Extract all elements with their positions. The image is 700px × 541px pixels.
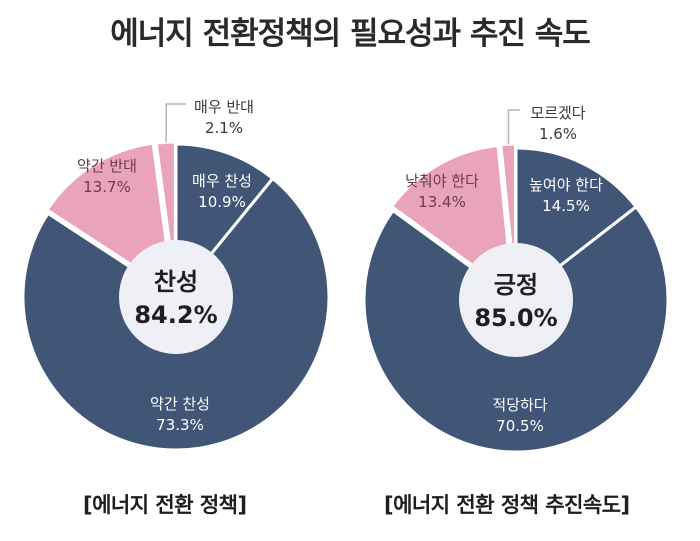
- slice-value-label: 10.9%: [198, 193, 246, 211]
- slice-label: 약간 반대: [77, 157, 137, 175]
- slice-label: 매우 찬성: [192, 172, 252, 190]
- donut-hole: [119, 240, 233, 354]
- chart-title: 에너지 전환정책의 필요성과 추진 속도: [110, 16, 591, 52]
- right-chart-caption: [에너지 전환 정책 추진속도]: [384, 493, 630, 517]
- slice-label: 적당하다: [492, 396, 547, 414]
- slice-label: 약간 찬성: [150, 395, 210, 413]
- center-value: 85.0%: [474, 304, 557, 332]
- slice-label: 모르겠다: [530, 104, 585, 122]
- left-chart-caption: [에너지 전환 정책]: [83, 493, 247, 517]
- slice-value-label: 14.5%: [542, 197, 590, 215]
- slice-label: 높여야 한다: [529, 176, 603, 194]
- donut-hole: [459, 243, 573, 357]
- leader-line: [165, 103, 186, 143]
- leader-line: [507, 109, 520, 145]
- slice-value-label: 70.5%: [496, 417, 544, 435]
- energy-policy-donut: 찬성 84.2% 매우 찬성 10.9% 약간 찬성 73.3% 약간 반대 13.7% 매우 …: [21, 98, 331, 452]
- center-label: 긍정: [494, 271, 538, 299]
- slice-value-label: 73.3%: [156, 416, 204, 434]
- slice-label: 낮춰야 한다: [405, 172, 479, 190]
- slice-value-label: 13.4%: [418, 193, 466, 211]
- center-value: 84.2%: [134, 301, 217, 329]
- slice-value-label: 2.1%: [205, 119, 243, 137]
- policy-speed-donut: 긍정 85.0% 높여야 한다 14.5% 적당하다 70.5% 낮춰야 한다 13.4% 모르…: [362, 104, 670, 454]
- slice-value-label: 1.6%: [539, 125, 577, 143]
- center-label: 찬성: [154, 268, 198, 296]
- slice-value-label: 13.7%: [83, 178, 131, 196]
- slice-label: 매우 반대: [194, 98, 254, 116]
